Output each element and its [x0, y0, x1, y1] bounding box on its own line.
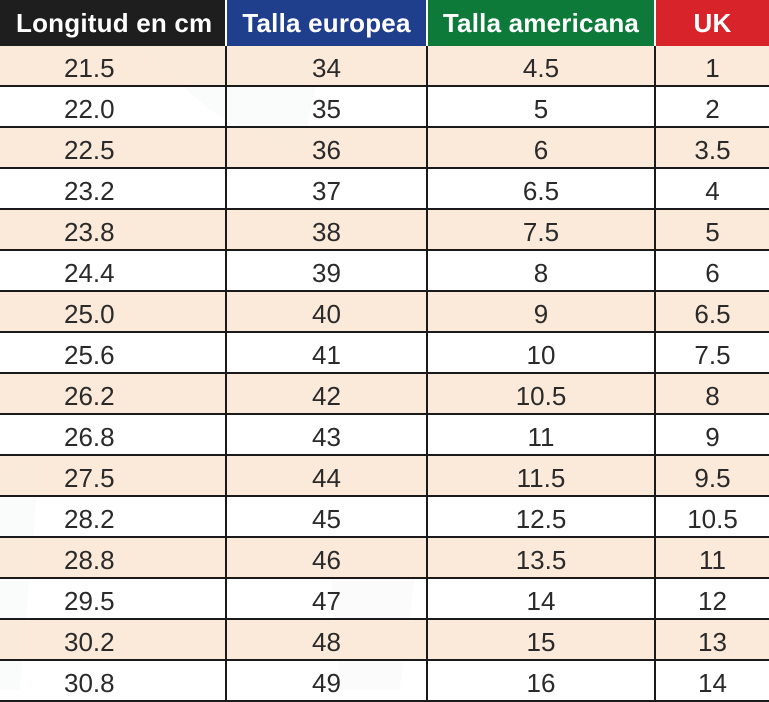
cell-us-size: 6.5 [427, 168, 656, 210]
cell-length-cm: 28.8 [0, 537, 227, 579]
cell-eu-size: 42 [226, 373, 428, 415]
cell-uk-size: 9.5 [655, 455, 769, 497]
cell-eu-size: 43 [226, 414, 428, 456]
cell-uk-size: 8 [655, 373, 769, 415]
table-row: 22.0 35 5 2 [0, 86, 769, 128]
table-row: 30.2 48 15 13 [0, 619, 769, 661]
cell-us-size: 7.5 [427, 209, 656, 251]
cell-eu-size: 46 [226, 537, 428, 579]
cell-uk-size: 1 [655, 46, 769, 87]
cell-uk-size: 7.5 [655, 332, 769, 374]
cell-eu-size: 41 [226, 332, 428, 374]
cell-uk-size: 6 [655, 250, 769, 292]
cell-length-cm: 23.8 [0, 209, 227, 251]
cell-uk-size: 6.5 [655, 291, 769, 333]
cell-eu-size: 38 [226, 209, 428, 251]
cell-uk-size: 12 [655, 578, 769, 620]
cell-eu-size: 36 [226, 127, 428, 169]
cell-us-size: 15 [427, 619, 656, 661]
table-row: 27.5 44 11.5 9.5 [0, 455, 769, 497]
cell-length-cm: 26.2 [0, 373, 227, 415]
cell-us-size: 10.5 [427, 373, 656, 415]
cell-eu-size: 37 [226, 168, 428, 210]
table-row: 29.5 47 14 12 [0, 578, 769, 620]
cell-length-cm: 25.0 [0, 291, 227, 333]
cell-length-cm: 24.4 [0, 250, 227, 292]
table-row: 25.6 41 10 7.5 [0, 332, 769, 374]
cell-length-cm: 22.0 [0, 86, 227, 128]
cell-length-cm: 28.2 [0, 496, 227, 538]
cell-us-size: 9 [427, 291, 656, 333]
cell-uk-size: 13 [655, 619, 769, 661]
cell-uk-size: 14 [655, 660, 769, 702]
header-us-size: Talla americana [427, 0, 656, 46]
cell-eu-size: 40 [226, 291, 428, 333]
cell-eu-size: 45 [226, 496, 428, 538]
table-row: 23.8 38 7.5 5 [0, 209, 769, 251]
cell-uk-size: 4 [655, 168, 769, 210]
cell-eu-size: 47 [226, 578, 428, 620]
cell-us-size: 8 [427, 250, 656, 292]
cell-eu-size: 39 [226, 250, 428, 292]
table-row: 26.8 43 11 9 [0, 414, 769, 456]
cell-length-cm: 30.8 [0, 660, 227, 702]
table-row: 24.4 39 8 6 [0, 250, 769, 292]
header-length-cm: Longitud en cm [0, 0, 227, 46]
cell-length-cm: 21.5 [0, 46, 227, 87]
cell-uk-size: 10.5 [655, 496, 769, 538]
cell-us-size: 12.5 [427, 496, 656, 538]
cell-us-size: 11.5 [427, 455, 656, 497]
cell-us-size: 14 [427, 578, 656, 620]
header-row: Longitud en cm Talla europea Talla ameri… [0, 0, 769, 46]
cell-uk-size: 5 [655, 209, 769, 251]
table-row: 28.8 46 13.5 11 [0, 537, 769, 579]
cell-us-size: 11 [427, 414, 656, 456]
table-body: 21.5 34 4.5 1 22.0 35 5 2 22.5 36 6 3.5 23.2 37 6.5 4 23… [0, 46, 769, 702]
cell-length-cm: 23.2 [0, 168, 227, 210]
cell-eu-size: 44 [226, 455, 428, 497]
cell-length-cm: 29.5 [0, 578, 227, 620]
cell-length-cm: 27.5 [0, 455, 227, 497]
cell-us-size: 16 [427, 660, 656, 702]
cell-us-size: 5 [427, 86, 656, 128]
table-row: 22.5 36 6 3.5 [0, 127, 769, 169]
cell-eu-size: 35 [226, 86, 428, 128]
cell-eu-size: 48 [226, 619, 428, 661]
cell-uk-size: 9 [655, 414, 769, 456]
cell-length-cm: 25.6 [0, 332, 227, 374]
cell-us-size: 6 [427, 127, 656, 169]
table-row: 30.8 49 16 14 [0, 660, 769, 702]
cell-uk-size: 2 [655, 86, 769, 128]
table-row: 21.5 34 4.5 1 [0, 46, 769, 87]
cell-eu-size: 34 [226, 46, 428, 87]
table-row: 25.0 40 9 6.5 [0, 291, 769, 333]
cell-us-size: 13.5 [427, 537, 656, 579]
cell-uk-size: 3.5 [655, 127, 769, 169]
cell-length-cm: 22.5 [0, 127, 227, 169]
header-uk-size: UK [655, 0, 769, 46]
header-eu-size: Talla europea [226, 0, 428, 46]
table-row: 26.2 42 10.5 8 [0, 373, 769, 415]
cell-us-size: 10 [427, 332, 656, 374]
cell-uk-size: 11 [655, 537, 769, 579]
table-row: 23.2 37 6.5 4 [0, 168, 769, 210]
table-row: 28.2 45 12.5 10.5 [0, 496, 769, 538]
cell-eu-size: 49 [226, 660, 428, 702]
cell-length-cm: 26.8 [0, 414, 227, 456]
cell-us-size: 4.5 [427, 46, 656, 87]
cell-length-cm: 30.2 [0, 619, 227, 661]
